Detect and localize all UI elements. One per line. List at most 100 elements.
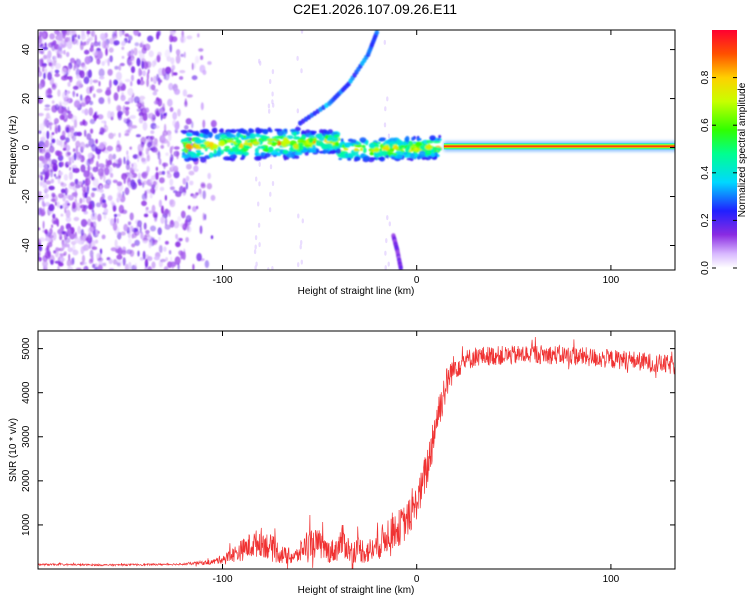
noise-blob [60, 44, 66, 49]
band-blob [235, 139, 242, 144]
noise-blob [116, 147, 120, 152]
noise-blob [130, 66, 136, 74]
y-tick-label: 0 [21, 144, 32, 150]
noise-blob [147, 35, 154, 43]
noise-blob [62, 31, 66, 39]
band-blob [385, 154, 389, 159]
band-blob [223, 148, 229, 152]
y-tick-label: 1000 [21, 513, 32, 536]
band-blob [212, 143, 217, 150]
noise-blob [132, 154, 139, 160]
noise-blob [191, 121, 194, 129]
noise-blob [97, 50, 103, 59]
noise-blob [169, 199, 176, 208]
noise-blob [200, 55, 204, 60]
band-blob [272, 142, 279, 145]
faint-dot [296, 55, 299, 61]
noise-blob [112, 259, 118, 265]
noise-blob [60, 188, 66, 194]
band-blob [430, 152, 436, 157]
noise-blob [204, 213, 207, 221]
faint-dot [301, 218, 304, 224]
noise-blob [114, 217, 117, 224]
noise-blob [41, 32, 47, 39]
band-blob [389, 144, 394, 148]
noise-blob [149, 135, 155, 140]
noise-blob [150, 84, 156, 91]
band-blob [237, 128, 245, 134]
noise-blob [131, 163, 134, 168]
noise-blob [179, 76, 184, 80]
band-blob [369, 152, 375, 156]
noise-blob [158, 199, 162, 208]
y-tick-label: 5000 [21, 337, 32, 360]
noise-blob [94, 263, 98, 267]
noise-blob [83, 205, 89, 210]
noise-blob [98, 80, 101, 87]
band-blob [293, 131, 297, 137]
faint-dot [271, 266, 274, 270]
noise-blob [38, 174, 43, 178]
band-blob [218, 129, 223, 133]
band-blob [360, 147, 363, 152]
noise-blob [158, 158, 162, 166]
noise-blob [172, 72, 178, 76]
noise-blob [119, 30, 123, 38]
noise-blob [199, 190, 202, 198]
faint-dot [297, 213, 300, 219]
band-blob [392, 146, 399, 150]
noise-blob [163, 246, 167, 252]
noise-blob [167, 141, 170, 148]
noise-blob [73, 167, 80, 174]
noise-blob [81, 97, 87, 106]
noise-blob [169, 43, 172, 53]
snr-series-line [38, 336, 675, 569]
noise-blob [161, 211, 165, 215]
noise-blob [165, 152, 169, 156]
band-blob [195, 149, 202, 153]
colorbar-label: Normalized spectral amplitude [737, 82, 748, 217]
noise-blob [114, 65, 119, 70]
noise-blob [91, 246, 98, 250]
noise-blob [75, 145, 79, 155]
noise-blob [70, 57, 75, 64]
noise-blob [169, 156, 173, 166]
noise-blob [131, 169, 135, 175]
noise-blob [96, 58, 101, 65]
noise-blob [182, 251, 186, 261]
y-tick-label: 40 [21, 44, 32, 56]
noise-blob [44, 251, 51, 259]
band-blob [309, 147, 314, 151]
noise-blob [175, 233, 179, 240]
noise-blob [154, 217, 158, 222]
noise-blob [74, 238, 80, 244]
band-blob [240, 157, 245, 161]
figure-title: C2E1.2026.107.09.26.E11 [293, 1, 457, 17]
noise-blob [71, 38, 78, 45]
band-blob [191, 132, 198, 136]
noise-blob [179, 185, 184, 194]
band-blob [350, 139, 357, 144]
noise-blob [139, 257, 144, 261]
noise-blob [142, 70, 147, 77]
noise-blob [66, 65, 71, 73]
noise-blob [99, 76, 105, 80]
noise-blob [152, 91, 158, 96]
noise-blob [54, 249, 59, 258]
noise-blob [149, 187, 156, 194]
band-blob [227, 152, 234, 155]
y-tick-label: 3000 [21, 425, 32, 448]
noise-blob [165, 257, 169, 262]
noise-blob [84, 192, 88, 199]
noise-blob [39, 98, 44, 103]
faint-dot [269, 191, 272, 197]
noise-blob [141, 60, 145, 70]
noise-blob [180, 53, 185, 58]
colorbar-tick-label: 0.8 [700, 70, 711, 84]
noise-blob [83, 265, 89, 270]
noise-blob [129, 115, 136, 119]
faint-dot [387, 261, 390, 267]
noise-blob [189, 180, 194, 186]
band-blob [194, 138, 203, 145]
noise-blob [92, 79, 99, 84]
